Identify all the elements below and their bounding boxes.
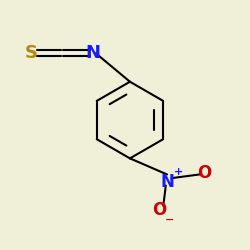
Text: O: O [152,201,167,219]
Text: N: N [160,173,174,191]
Text: +: + [174,167,183,177]
Text: O: O [197,164,211,182]
Text: −: − [165,215,174,225]
Text: N: N [85,44,100,62]
Text: S: S [24,44,38,62]
